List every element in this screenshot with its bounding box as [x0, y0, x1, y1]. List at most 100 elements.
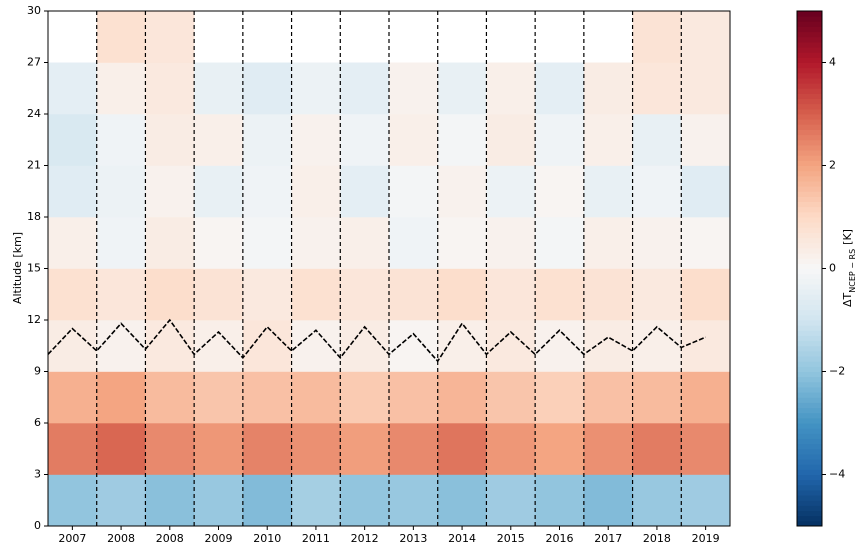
heatmap-cell [437, 320, 487, 372]
heatmap-cell [145, 371, 195, 424]
colorbar-segment [797, 11, 822, 17]
heatmap-cell [632, 165, 682, 218]
heatmap-cell [583, 268, 633, 321]
heatmap-cell [535, 371, 585, 424]
heatmap-cell [194, 371, 244, 424]
heatmap-cell [96, 62, 146, 115]
heatmap-cell [583, 320, 633, 372]
heatmap-cell [437, 165, 487, 218]
colorbar-segment [797, 340, 822, 347]
colorbar-segment [797, 335, 822, 342]
heatmap-cell [194, 217, 244, 269]
colorbar-segment [797, 278, 822, 285]
y-tick-label: 12 [27, 313, 41, 326]
y-tick-label: 24 [27, 107, 41, 120]
heatmap-cell [583, 165, 633, 218]
colorbar-segment [797, 417, 822, 424]
heatmap-cell [486, 165, 536, 218]
heatmap-cell [486, 320, 536, 372]
heatmap-cell [340, 320, 390, 372]
x-tick-label: 2019 [692, 532, 720, 545]
colorbar-tick-label: 2 [829, 159, 836, 172]
colorbar-segment [797, 62, 822, 69]
colorbar-segment [797, 330, 822, 336]
heatmap-cell [48, 165, 98, 218]
heatmap-cell [486, 217, 536, 269]
x-tick-label: 2018 [643, 532, 671, 545]
heatmap-cell [96, 217, 146, 269]
colorbar-segment [797, 283, 822, 290]
heatmap-cell [194, 320, 244, 372]
colorbar-segment [797, 242, 822, 249]
heatmap-cell [145, 474, 195, 527]
colorbar-segment [797, 47, 822, 53]
y-tick-label: 3 [34, 468, 41, 481]
colorbar-segment [797, 515, 822, 522]
y-tick-label: 18 [27, 210, 41, 223]
heatmap-cell [535, 217, 585, 269]
colorbar-segment [797, 350, 822, 357]
heatmap-cell [242, 165, 292, 218]
colorbar-segment [797, 453, 822, 460]
colorbar-segment [797, 211, 822, 218]
heatmap-cell [389, 474, 439, 527]
colorbar-segment [797, 309, 822, 316]
colorbar-segment [797, 160, 822, 166]
colorbar-segment [797, 479, 822, 486]
colorbar-segment [797, 448, 822, 455]
heatmap-cell [242, 320, 292, 372]
heatmap-cell [583, 62, 633, 115]
y-tick-label: 21 [27, 159, 41, 172]
colorbar-segment [797, 83, 822, 89]
heatmap-cell [340, 165, 390, 218]
heatmap-cell [632, 268, 682, 321]
colorbar-segment [797, 464, 822, 470]
heatmap-cell [632, 320, 682, 372]
colorbar-segment [797, 52, 822, 58]
heatmap-cell [632, 423, 682, 475]
colorbar-segment [797, 381, 822, 388]
heatmap-cell [194, 423, 244, 475]
colorbar-segment [797, 31, 822, 38]
colorbar-segment [797, 433, 822, 439]
heatmap-cell [389, 371, 439, 424]
heatmap-cell [486, 474, 536, 527]
heatmap-cell [96, 268, 146, 321]
heatmap-cell [48, 371, 98, 424]
x-tick-label: 2008 [107, 532, 135, 545]
x-tick-label: 2015 [497, 532, 525, 545]
heatmap-cell [194, 268, 244, 321]
heatmap-cell [486, 114, 536, 166]
heatmap-cell [291, 114, 341, 166]
colorbar-segment [797, 495, 822, 501]
heatmap-cell [96, 11, 146, 63]
colorbar-segment [797, 222, 822, 228]
colorbar-segment [797, 314, 822, 321]
heatmap-cell [535, 268, 585, 321]
colorbar-subscript: NCEP − RS [848, 249, 857, 293]
heatmap-cell [681, 114, 731, 166]
heatmap-cell [681, 217, 731, 269]
heatmap-cell [96, 423, 146, 475]
heatmap-cell [340, 474, 390, 527]
heatmap-cell [291, 423, 341, 475]
colorbar-label: ΔTNCEP − RS [K] [841, 229, 857, 307]
heatmap-cell [48, 474, 98, 527]
colorbar-segment [797, 273, 822, 280]
heatmap-cell [486, 371, 536, 424]
colorbar-segment [797, 366, 822, 372]
colorbar-segment [797, 320, 822, 326]
colorbar-segment [797, 500, 822, 506]
heatmap-cell [486, 268, 536, 321]
colorbar-segment [797, 258, 822, 264]
colorbar-segment [797, 191, 822, 197]
x-tick-label: 2016 [546, 532, 574, 545]
heatmap-cell [242, 62, 292, 115]
y-tick-label: 15 [27, 262, 41, 275]
colorbar-segment [797, 134, 822, 141]
colorbar-segment [797, 237, 822, 244]
colorbar-segment [797, 423, 822, 429]
colorbar-segment [797, 232, 822, 239]
colorbar-segment [797, 505, 822, 512]
